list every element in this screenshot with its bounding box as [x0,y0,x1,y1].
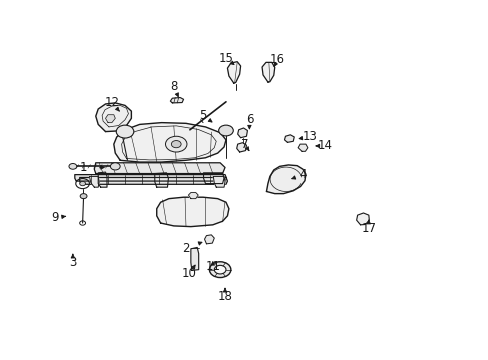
Circle shape [171,140,181,148]
Polygon shape [170,98,183,103]
Polygon shape [356,213,368,225]
Circle shape [209,262,230,278]
Text: 4: 4 [299,168,306,181]
Text: 8: 8 [170,80,177,93]
Text: 16: 16 [269,53,285,66]
Polygon shape [266,165,305,194]
Text: 5: 5 [199,109,206,122]
Polygon shape [236,143,246,152]
Text: 13: 13 [302,130,317,144]
Circle shape [218,125,233,136]
Text: 15: 15 [218,51,233,64]
Polygon shape [227,62,240,83]
Polygon shape [190,247,198,270]
Polygon shape [155,173,168,187]
Circle shape [214,265,225,274]
Text: 6: 6 [245,113,253,126]
Polygon shape [89,176,99,187]
Polygon shape [237,128,247,138]
Text: 9: 9 [51,211,59,224]
Polygon shape [94,163,224,174]
Text: 2: 2 [182,242,189,255]
Text: 12: 12 [104,96,119,109]
Polygon shape [157,197,228,226]
Text: 17: 17 [361,222,376,235]
Polygon shape [188,193,198,199]
Text: 11: 11 [205,260,220,273]
Polygon shape [96,103,131,132]
Text: 1: 1 [80,161,87,174]
Polygon shape [284,135,294,142]
Text: 10: 10 [182,267,197,280]
Circle shape [165,136,186,152]
Polygon shape [203,173,224,184]
Text: 18: 18 [217,290,232,303]
Polygon shape [80,177,227,184]
Polygon shape [105,115,115,123]
Polygon shape [204,235,214,244]
Circle shape [116,125,134,138]
Circle shape [80,194,87,199]
Text: 3: 3 [69,256,77,269]
Polygon shape [114,123,225,162]
Circle shape [110,163,120,170]
Polygon shape [98,172,107,187]
Polygon shape [262,62,274,82]
Polygon shape [298,144,307,151]
Polygon shape [75,175,226,181]
Text: 14: 14 [317,139,332,152]
Circle shape [69,163,77,169]
Circle shape [80,181,85,186]
Text: 7: 7 [240,138,248,150]
Polygon shape [213,176,224,187]
